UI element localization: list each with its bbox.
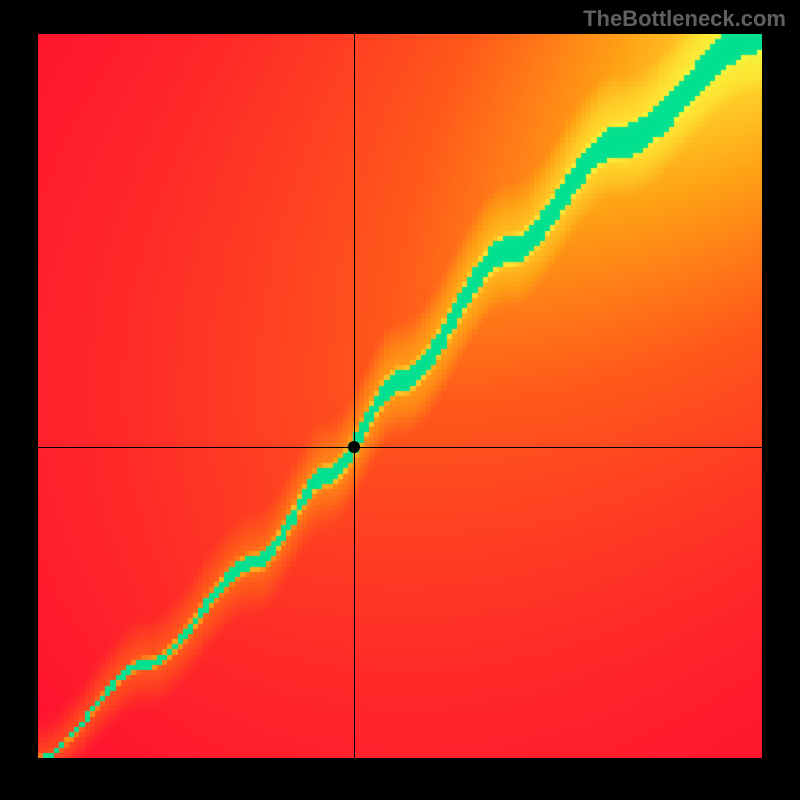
heatmap-canvas (38, 34, 762, 758)
watermark-text: TheBottleneck.com (583, 6, 786, 32)
chart-container: TheBottleneck.com (0, 0, 800, 800)
selection-marker[interactable] (348, 441, 360, 453)
crosshair-vertical (354, 34, 355, 758)
crosshair-horizontal (38, 447, 762, 448)
plot-area (38, 34, 762, 758)
